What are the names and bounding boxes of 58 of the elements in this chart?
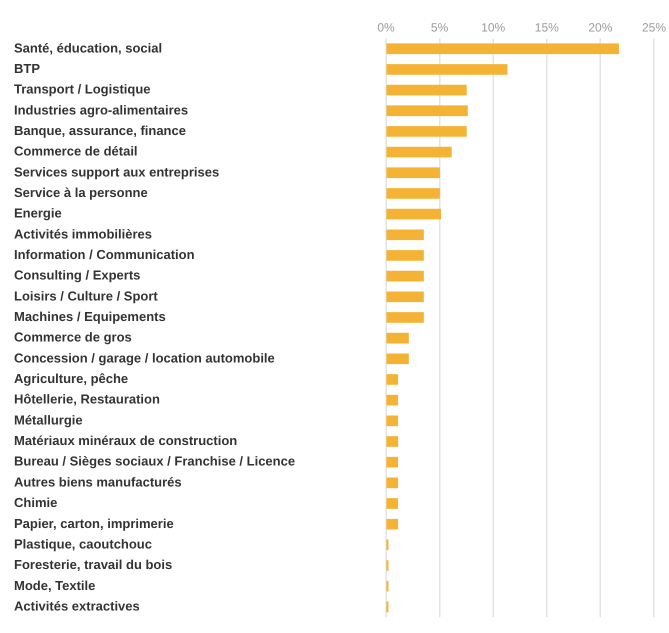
y-tick-label: Service à la personne bbox=[14, 185, 148, 200]
bar bbox=[386, 312, 424, 323]
y-tick-label: Concession / garage / location automobile bbox=[14, 350, 275, 366]
y-tick-label: Agriculture, pêche bbox=[14, 371, 128, 386]
x-tick-label: 5% bbox=[430, 20, 449, 35]
bar bbox=[386, 291, 424, 302]
bar bbox=[386, 353, 409, 364]
y-tick-label: Machines / Equipements bbox=[14, 309, 166, 324]
y-tick-label: Hôtellerie, Restauration bbox=[14, 392, 160, 407]
y-tick-label: Services support aux entreprises bbox=[14, 164, 220, 180]
y-tick-label: Santé, éducation, social bbox=[14, 40, 162, 56]
bar bbox=[386, 126, 467, 137]
y-tick-label: Commerce de détail bbox=[14, 144, 138, 159]
bar bbox=[386, 105, 468, 116]
bar bbox=[386, 415, 398, 426]
bar bbox=[386, 478, 398, 488]
y-tick-label: Métallurgie bbox=[14, 412, 83, 428]
y-tick-label: Commerce de gros bbox=[14, 330, 132, 345]
y-tick-label: Information / Communication bbox=[14, 247, 195, 262]
bar bbox=[386, 84, 467, 96]
y-tick-label: BTP bbox=[14, 60, 40, 76]
y-tick-label: Mode, Textile bbox=[14, 578, 96, 593]
bar bbox=[386, 188, 440, 199]
bar bbox=[386, 167, 440, 178]
bar bbox=[386, 498, 398, 509]
x-tick-label: 0% bbox=[377, 20, 395, 35]
bar bbox=[386, 332, 409, 344]
bar bbox=[386, 146, 452, 158]
y-tick-label: Papier, carton, imprimerie bbox=[14, 516, 174, 531]
bar bbox=[386, 394, 398, 406]
bar bbox=[386, 43, 619, 54]
x-tick-label: 25% bbox=[642, 20, 666, 35]
bar bbox=[386, 374, 398, 385]
y-tick-label: Plastique, caoutchouc bbox=[14, 536, 152, 552]
bar bbox=[386, 208, 441, 220]
bar bbox=[386, 229, 424, 240]
x-tick-label: 10% bbox=[481, 20, 506, 35]
y-tick-label: Foresterie, travail du bois bbox=[14, 557, 172, 572]
y-tick-label: Loisirs / Culture / Sport bbox=[14, 288, 158, 304]
y-tick-label: Matériaux minéraux de construction bbox=[14, 433, 238, 448]
bar bbox=[386, 436, 398, 447]
bar bbox=[386, 518, 398, 530]
y-tick-label: Consulting / Experts bbox=[14, 268, 140, 283]
bar bbox=[386, 456, 398, 468]
y-tick-label: Transport / Logistique bbox=[14, 82, 151, 97]
y-tick-label: Autres biens manufacturés bbox=[14, 474, 182, 490]
y-tick-label: Activités extractives bbox=[14, 598, 140, 614]
y-tick-label: Energie bbox=[14, 206, 62, 221]
y-tick-label: Chimie bbox=[14, 495, 58, 510]
bar bbox=[386, 250, 424, 261]
y-tick-label: Bureau / Sièges sociaux / Franchise / Licence bbox=[14, 454, 296, 469]
x-tick-label: 20% bbox=[588, 20, 613, 35]
y-tick-label: Banque, assurance, finance bbox=[14, 123, 186, 138]
y-tick-label: Industries agro-alimentaires bbox=[14, 102, 188, 118]
bar bbox=[386, 64, 508, 75]
x-tick-label: 15% bbox=[534, 20, 560, 35]
y-tick-label: Activités immobilières bbox=[14, 226, 152, 242]
bar bbox=[386, 270, 424, 282]
